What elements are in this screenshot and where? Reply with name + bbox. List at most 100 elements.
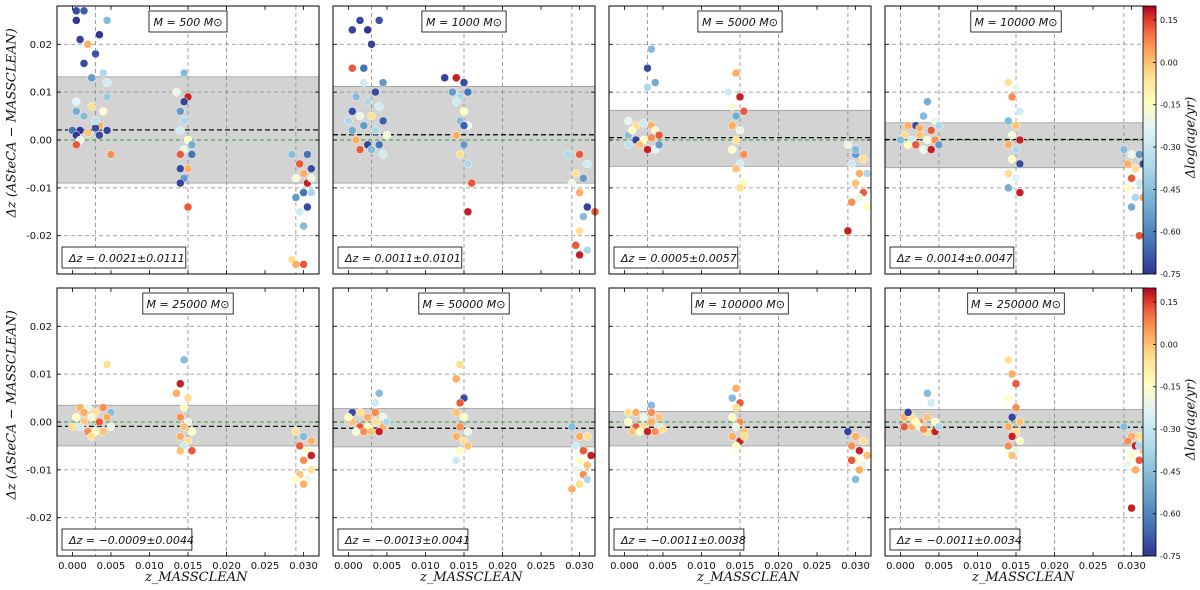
mass-title-box	[967, 292, 1065, 315]
colorbar-tick-label: -0.45	[1160, 467, 1181, 476]
data-point	[567, 178, 577, 188]
x-tick-label: 0.025	[527, 561, 556, 572]
data-point	[843, 140, 853, 150]
data-point	[575, 150, 584, 159]
data-point	[459, 78, 469, 87]
data-point	[1011, 379, 1021, 388]
data-point	[307, 188, 316, 197]
data-point	[172, 389, 181, 398]
panel-7: 0.000 0.005 0.010 0.015 0.020 0.025 0.030 M = 1…	[608, 287, 872, 572]
data-point	[102, 78, 112, 87]
data-point	[176, 126, 185, 135]
data-point	[1011, 83, 1021, 92]
data-point	[72, 140, 81, 150]
data-point	[72, 412, 81, 422]
data-point	[95, 130, 104, 140]
x-tick-label: 0.020	[488, 561, 517, 572]
data-point	[647, 133, 656, 142]
x-tick-label: 0.005	[97, 561, 126, 572]
data-point	[658, 424, 668, 434]
mass-title: M = 1000 M⊙	[426, 16, 502, 29]
data-point	[303, 150, 312, 159]
data-point	[643, 145, 652, 154]
data-point	[459, 412, 469, 422]
data-point	[583, 159, 592, 169]
stat-box	[889, 246, 1015, 269]
colorbar-tick-label: -0.60	[1160, 510, 1181, 519]
data-point	[367, 427, 376, 436]
data-point	[735, 126, 745, 135]
mass-title: M = 50000 M⊙	[423, 298, 506, 311]
mass-title-box	[691, 292, 789, 315]
data-point	[575, 250, 584, 260]
colorbar-gradient	[1142, 287, 1157, 557]
data-point	[847, 441, 856, 451]
data-point	[374, 16, 384, 25]
data-point	[72, 16, 81, 25]
data-point	[919, 111, 928, 121]
data-point	[378, 116, 388, 126]
data-point	[348, 63, 357, 73]
data-point	[643, 83, 652, 92]
data-point	[295, 159, 304, 169]
data-point	[934, 422, 944, 432]
data-point	[915, 123, 924, 133]
data-point	[102, 16, 112, 25]
data-point	[295, 441, 304, 451]
data-point	[344, 412, 353, 422]
x-axis-label-1: z_MASSCLEAN	[145, 570, 248, 585]
data-point	[1004, 441, 1013, 451]
data-point	[1131, 193, 1140, 202]
data-point	[1011, 174, 1021, 183]
data-point	[374, 427, 384, 436]
data-point	[348, 107, 357, 116]
y-tick-label: 0.00	[30, 136, 52, 147]
x-tick-label: 0.020	[764, 561, 793, 572]
data-point	[367, 111, 376, 121]
x-tick-label: 0.020	[1040, 561, 1069, 572]
data-point	[106, 150, 116, 159]
stat-text: Δz = −0.0011±0.0038	[620, 534, 746, 547]
x-tick-label: 0.005	[925, 561, 954, 572]
data-point	[624, 417, 633, 427]
data-point	[851, 178, 860, 188]
data-point	[731, 135, 741, 145]
data-point	[87, 102, 96, 111]
data-point	[1004, 78, 1013, 87]
data-point	[83, 128, 93, 138]
data-point	[179, 116, 189, 126]
data-point	[355, 408, 365, 417]
data-point	[355, 145, 365, 154]
colorbar-tick-label: -0.75	[1160, 552, 1181, 561]
data-point	[635, 427, 645, 436]
data-point	[735, 183, 745, 193]
data-point	[731, 68, 741, 78]
data-point	[731, 111, 741, 121]
data-point	[731, 441, 741, 451]
data-point	[95, 417, 104, 427]
data-point	[1135, 231, 1144, 240]
data-point	[1135, 456, 1144, 465]
y-tick-label: 0.02	[30, 322, 52, 333]
data-point	[1007, 432, 1017, 441]
colorbar-tick-label: -0.15	[1160, 101, 1181, 110]
x-tick-label: 0.030	[289, 561, 318, 572]
data-point	[575, 432, 584, 441]
data-point	[563, 150, 573, 159]
mass-title-box	[697, 10, 783, 33]
data-point	[919, 145, 928, 154]
data-point	[1015, 417, 1025, 427]
data-point	[1127, 202, 1136, 212]
data-point	[1004, 422, 1013, 432]
data-point	[179, 355, 189, 365]
data-point	[359, 121, 369, 130]
data-point	[934, 140, 944, 150]
panel-2: M = 1000 M⊙ Δz = 0.0011±0.0101	[332, 5, 600, 275]
data-point	[903, 408, 913, 417]
data-point	[351, 135, 361, 145]
data-point	[176, 379, 185, 388]
data-point	[87, 73, 96, 83]
data-point	[583, 460, 592, 470]
data-point	[176, 412, 185, 422]
mass-title: M = 500 M⊙	[154, 16, 223, 29]
